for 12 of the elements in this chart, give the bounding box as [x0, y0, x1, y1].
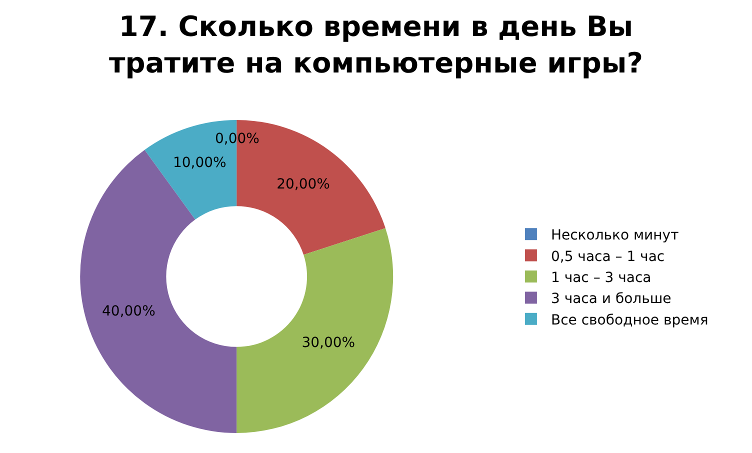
donut-slice — [80, 150, 237, 433]
data-label: 40,00% — [102, 304, 156, 320]
legend-label: Все свободное время — [550, 312, 708, 328]
data-label: 30,00% — [302, 335, 356, 352]
chart-title: 17. Сколько времени в день Вы тратите на компьютерные игры? — [109, 10, 643, 80]
data-label: 10,00% — [172, 154, 226, 171]
legend-label: 1 час – 3 часа — [550, 270, 652, 286]
data-label: 20,00% — [276, 176, 330, 193]
donut-slice — [236, 228, 393, 433]
legend-label: 3 часа и больше — [550, 291, 672, 308]
legend-label: 0,5 часа – 1 час — [550, 248, 665, 265]
legend-label: Несколько минут — [550, 228, 679, 244]
